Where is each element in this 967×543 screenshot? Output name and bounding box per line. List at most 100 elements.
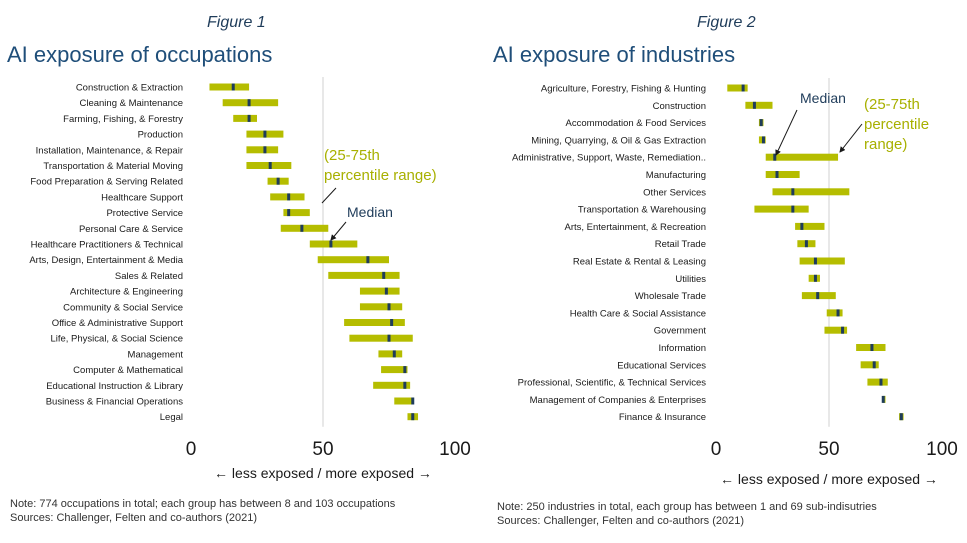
range-bar xyxy=(754,205,809,213)
range-bar xyxy=(394,397,413,405)
range-bar xyxy=(328,271,400,279)
median-mark xyxy=(791,188,795,196)
figure-2-label: Figure 2 xyxy=(697,14,756,31)
category-label: Arts, Design, Entertainment & Media xyxy=(29,255,183,266)
occupations-chart: 0 50 100 ← less exposed / more exposed → Con… xyxy=(29,77,471,481)
figure-1-label: Figure 1 xyxy=(207,14,266,31)
figure-1-note: Note: 774 occupations in total; each gro… xyxy=(10,498,396,510)
category-label: Professional, Scientific, & Technical Se… xyxy=(518,378,707,389)
category-label: Educational Instruction & Library xyxy=(46,381,183,392)
median-mark xyxy=(247,114,251,122)
category-label: Health Care & Social Assistance xyxy=(570,308,706,319)
category-label: Real Estate & Rental & Leasing xyxy=(573,257,706,268)
median-mark xyxy=(411,413,415,421)
range-bar xyxy=(317,256,389,264)
category-label: Agriculture, Forestry, Fishing & Hunting xyxy=(541,84,706,95)
range-bar xyxy=(349,334,413,342)
category-label: Food Preparation & Serving Related xyxy=(30,177,183,188)
category-label: Office & Administrative Support xyxy=(52,318,184,329)
median-mark xyxy=(775,171,779,178)
median-mark xyxy=(741,84,745,92)
fig2-range-arrow xyxy=(839,123,863,153)
fig2-range-annotation-line3: range) xyxy=(864,136,907,153)
fig1-range-arrow xyxy=(321,187,337,204)
fig2-median-annotation: Median xyxy=(800,90,846,106)
range-bar xyxy=(799,257,845,265)
median-mark xyxy=(752,101,756,109)
range-bar xyxy=(233,114,257,122)
range-bar xyxy=(765,171,800,178)
range-bar xyxy=(824,326,848,334)
median-mark xyxy=(870,344,874,351)
range-bar xyxy=(373,381,411,389)
range-bar xyxy=(381,366,408,374)
range-bar xyxy=(344,319,405,326)
range-bar xyxy=(283,209,310,217)
category-label: Accommodation & Food Services xyxy=(566,118,707,129)
median-mark xyxy=(384,287,388,295)
median-mark xyxy=(392,350,396,358)
category-label: Transportation & Material Moving xyxy=(43,161,183,172)
median-mark xyxy=(881,395,885,403)
category-label: Retail Trade xyxy=(655,239,706,250)
median-mark xyxy=(300,224,304,232)
median-mark xyxy=(899,413,903,421)
fig1-median-annotation: Median xyxy=(347,204,393,220)
category-label: Production xyxy=(138,130,183,141)
category-label: Transportation & Warehousing xyxy=(578,205,706,216)
x-tick-label: 50 xyxy=(312,439,333,460)
median-mark xyxy=(872,361,876,369)
category-label: Management xyxy=(128,349,184,360)
figure-2-title: AI exposure of industries xyxy=(493,42,736,67)
median-mark xyxy=(800,222,804,230)
range-bar xyxy=(772,188,850,196)
median-mark xyxy=(403,381,407,389)
median-mark xyxy=(287,209,291,217)
range-bar xyxy=(867,378,888,386)
category-label: Legal xyxy=(160,412,183,423)
range-bar xyxy=(795,222,825,230)
median-mark xyxy=(411,397,415,405)
median-mark xyxy=(366,256,370,264)
x-tick-label: 100 xyxy=(439,439,471,460)
industries-chart: 0 50 100 ← less exposed / more exposed → Agr… xyxy=(512,78,958,487)
category-label: Healthcare Practitioners & Technical xyxy=(31,240,183,251)
range-bar xyxy=(826,309,843,317)
category-label: Life, Physical, & Social Science xyxy=(50,334,183,345)
category-label: Cleaning & Maintenance xyxy=(79,98,183,109)
x-tick-label: 100 xyxy=(926,439,958,460)
median-mark xyxy=(268,162,272,169)
category-label: Wholesale Trade xyxy=(635,291,706,302)
median-mark xyxy=(231,83,235,91)
fig1-range-annotation-line2: percentile range) xyxy=(324,167,437,184)
x-axis-label: ← less exposed / more exposed → xyxy=(214,465,432,481)
range-bar xyxy=(359,303,403,311)
median-mark xyxy=(387,303,391,311)
range-bar xyxy=(246,146,279,154)
category-label: Educational Services xyxy=(617,360,706,371)
fig2-range-annotation-line1: (25-75th xyxy=(864,96,920,113)
median-mark xyxy=(387,334,391,342)
median-mark xyxy=(761,136,765,144)
range-bar xyxy=(359,287,400,295)
category-label: Sales & Related xyxy=(115,271,183,282)
category-label: Other Services xyxy=(643,187,706,198)
category-label: Information xyxy=(658,343,706,354)
median-mark xyxy=(287,193,291,201)
figure-2-source: Sources: Challenger, Felten and co-autho… xyxy=(497,515,745,527)
range-bar xyxy=(727,84,748,92)
median-mark xyxy=(382,271,386,279)
category-label: Management of Companies & Enterprises xyxy=(530,395,707,406)
category-label: Healthcare Support xyxy=(101,192,183,203)
median-mark xyxy=(403,366,407,374)
category-label: Protective Service xyxy=(106,208,183,219)
category-label: Personal Care & Service xyxy=(79,224,183,235)
figure-1-title: AI exposure of occupations xyxy=(7,42,273,67)
x-tick-label: 0 xyxy=(711,439,722,460)
median-mark xyxy=(816,292,820,300)
x-tick-label: 50 xyxy=(818,439,839,460)
category-label: Business & Financial Operations xyxy=(46,397,184,408)
category-label: Construction xyxy=(653,101,706,112)
median-mark xyxy=(836,309,840,317)
